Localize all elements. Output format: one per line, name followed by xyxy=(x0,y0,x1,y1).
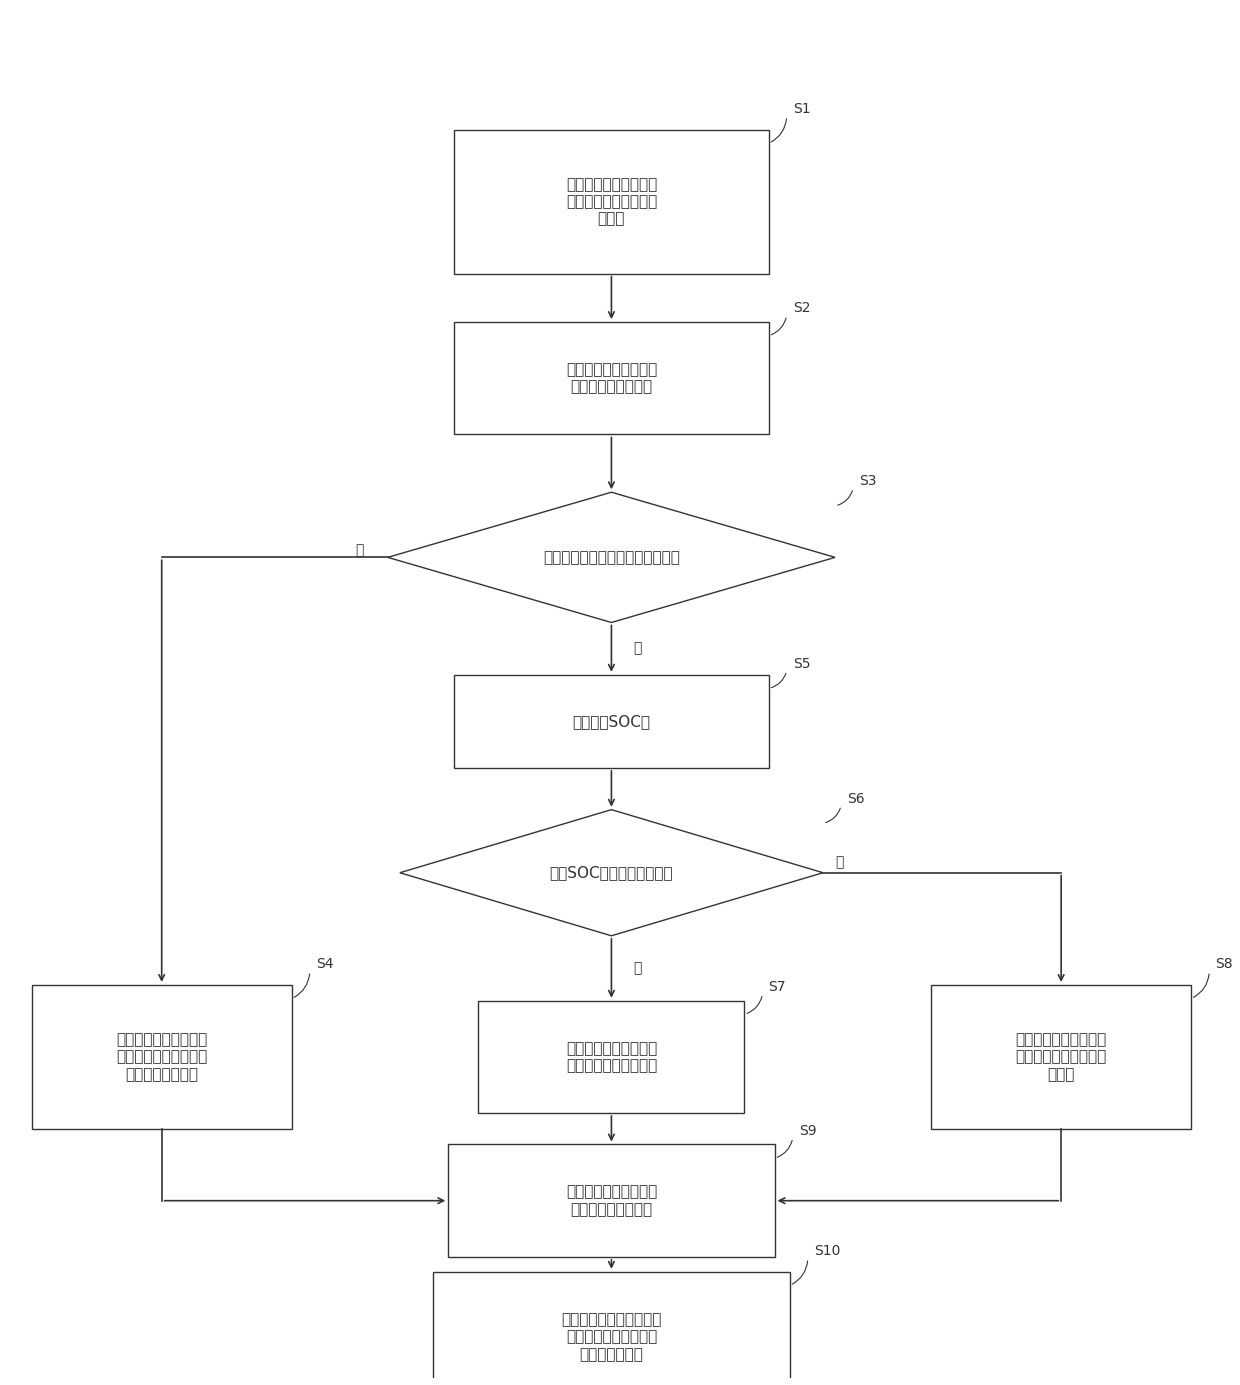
FancyBboxPatch shape xyxy=(454,130,769,274)
Text: S9: S9 xyxy=(799,1123,816,1137)
Text: S1: S1 xyxy=(792,102,811,116)
FancyBboxPatch shape xyxy=(454,323,769,435)
Text: S6: S6 xyxy=(847,792,864,806)
FancyBboxPatch shape xyxy=(448,1144,775,1258)
Text: 控制驱动电机拖动发动
机至预设的发动机转速
标定值: 控制驱动电机拖动发动 机至预设的发动机转速 标定值 xyxy=(1016,1032,1107,1082)
Text: S10: S10 xyxy=(813,1244,841,1258)
Text: 发动机扭矩期望值小于扭矩门限？: 发动机扭矩期望值小于扭矩门限？ xyxy=(543,550,680,565)
Polygon shape xyxy=(388,492,835,622)
Text: 是: 是 xyxy=(634,641,641,655)
Text: S5: S5 xyxy=(792,656,810,670)
Text: 当前SOC值小于电量门限？: 当前SOC值小于电量门限？ xyxy=(549,866,673,881)
Text: 是: 是 xyxy=(835,855,843,868)
FancyBboxPatch shape xyxy=(931,985,1192,1129)
Text: 控制驱动电机拖动发动
机至发动机转速期望值: 控制驱动电机拖动发动 机至发动机转速期望值 xyxy=(565,1040,657,1073)
FancyBboxPatch shape xyxy=(479,1001,744,1114)
FancyBboxPatch shape xyxy=(32,985,291,1129)
Text: 控制驱动电机驱动整车
传动系且拖动发动机至
发动机转速期望值: 控制驱动电机驱动整车 传动系且拖动发动机至 发动机转速期望值 xyxy=(117,1032,207,1082)
Text: S4: S4 xyxy=(316,957,334,971)
Text: 否: 否 xyxy=(634,961,641,975)
Text: 确定发动机扭矩期望值
和发动机转速期望值: 确定发动机扭矩期望值 和发动机转速期望值 xyxy=(565,361,657,395)
Text: 控制驱动电机以及发动机
的输出扭矩及进行交替
完成发动机启动: 控制驱动电机以及发动机 的输出扭矩及进行交替 完成发动机启动 xyxy=(562,1312,662,1361)
Text: S7: S7 xyxy=(769,981,786,994)
Polygon shape xyxy=(399,810,823,936)
Text: 发动机被拖动至稳定工
况时控制发动机点火: 发动机被拖动至稳定工 况时控制发动机点火 xyxy=(565,1184,657,1217)
Text: 在滑行工况下实时获取
车速、档位以及油门踏
板状态: 在滑行工况下实时获取 车速、档位以及油门踏 板状态 xyxy=(565,177,657,227)
Text: S2: S2 xyxy=(792,302,810,316)
Text: S8: S8 xyxy=(1215,957,1233,971)
Text: S3: S3 xyxy=(859,474,877,489)
FancyBboxPatch shape xyxy=(433,1271,790,1385)
Text: 否: 否 xyxy=(355,543,363,558)
FancyBboxPatch shape xyxy=(454,674,769,767)
Text: 获取当前SOC值: 获取当前SOC值 xyxy=(573,713,651,729)
